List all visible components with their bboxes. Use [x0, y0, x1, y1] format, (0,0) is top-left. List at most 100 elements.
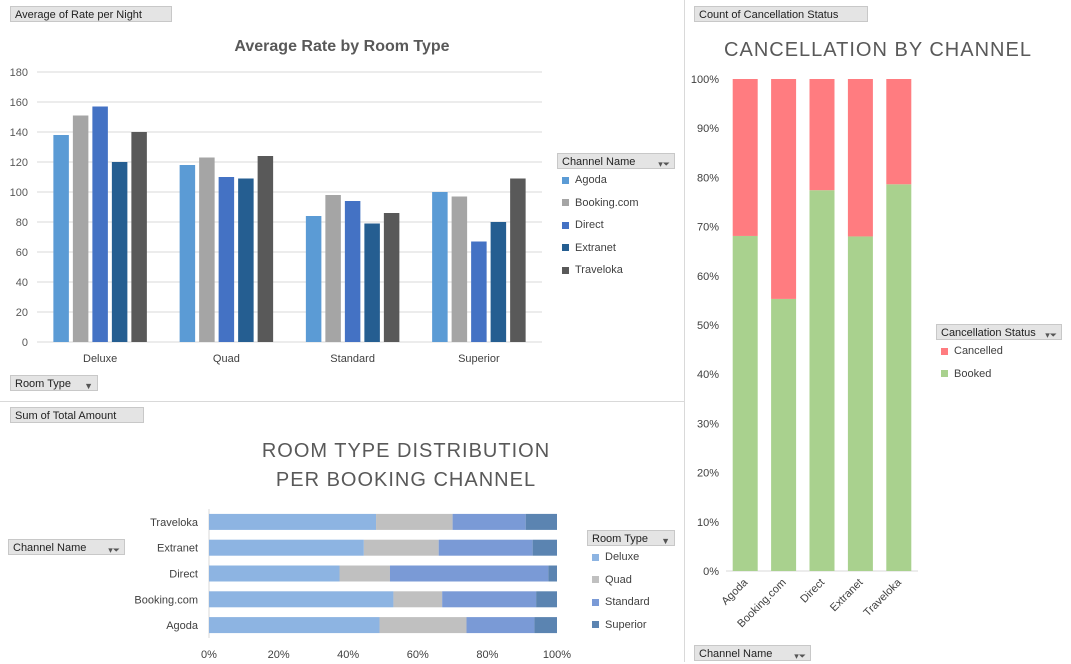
x-tick-label: 0%	[201, 649, 217, 661]
legend-swatch	[562, 176, 569, 184]
y-tick-label: Booking.com	[134, 594, 198, 606]
channel-legend-item: Agoda	[557, 169, 675, 192]
bar	[471, 241, 487, 342]
legend-label: Direct	[575, 219, 604, 232]
axis-filter-label: Channel Name	[699, 648, 773, 660]
y-tick-label: 60%	[697, 271, 719, 283]
bar	[111, 162, 128, 342]
bar-segment	[363, 539, 439, 556]
y-tick-label: 180	[10, 67, 28, 79]
axis-filter-channel-name-right[interactable]: Channel Name ▾⏷	[694, 645, 811, 661]
bar-segment	[209, 617, 380, 634]
bar	[53, 135, 69, 342]
bar	[364, 223, 380, 342]
bar	[383, 213, 400, 342]
y-tick-label: 90%	[697, 123, 719, 135]
y-tick-label: 40%	[697, 369, 719, 381]
filter-icon: ▾⏷	[1045, 330, 1057, 340]
legend-swatch	[592, 598, 599, 606]
vertical-divider	[684, 0, 685, 662]
channel-legend-item: Booking.com	[557, 192, 675, 215]
legend-filter-room-type[interactable]: Room Type ▼	[587, 530, 675, 546]
y-tick-label: Extranet	[157, 543, 198, 555]
bar-segment	[534, 617, 557, 634]
chart-title: CANCELLATION BY CHANNEL	[724, 39, 1032, 61]
legend-label: Agoda	[575, 174, 607, 187]
y-tick-label: 80	[16, 217, 28, 229]
x-tick-label: 80%	[476, 649, 498, 661]
horizontal-divider	[0, 401, 684, 402]
bar-segment	[209, 539, 364, 556]
room-type-legend-item: Superior	[587, 614, 675, 637]
x-tick-label: Superior	[458, 353, 500, 365]
legend-title: Room Type	[592, 533, 649, 545]
value-field-button-cancellation[interactable]: Count of Cancellation Status	[694, 6, 868, 22]
legend-filter-channel-name[interactable]: Channel Name ▾⏷	[557, 153, 675, 169]
cancellation-status-legend-item: Booked	[936, 363, 1062, 386]
value-field-button-rate[interactable]: Average of Rate per Night	[10, 6, 172, 22]
legend-swatch	[562, 266, 569, 274]
distribution-legend: Room Type ▼ Deluxe Quad Standard Superior	[587, 530, 675, 636]
legend-label: Superior	[605, 618, 647, 631]
rate-chart: Average Rate by Room Type 0 20 40 60 80 100 120…	[10, 38, 542, 365]
y-tick-label: 0	[22, 337, 28, 349]
legend-swatch	[941, 347, 948, 355]
bar-segment	[771, 298, 797, 571]
axis-filter-channel-name[interactable]: Channel Name ▾⏷	[8, 539, 125, 555]
bar-segment	[732, 235, 758, 571]
legend-swatch	[941, 370, 948, 378]
bar-segment	[532, 539, 557, 556]
legend-label: Extranet	[575, 241, 616, 254]
axis-filter-label: Channel Name	[13, 542, 87, 554]
y-tick-label: 160	[10, 97, 28, 109]
distribution-chart: ROOM TYPE DISTRIBUTION PER BOOKING CHANNE…	[134, 440, 571, 661]
bar-segment	[536, 591, 557, 608]
bar-segment	[525, 513, 557, 530]
y-tick-label: 20	[16, 307, 28, 319]
legend-label: Standard	[605, 596, 650, 609]
legend-swatch	[592, 576, 599, 584]
bar-segment	[771, 79, 797, 299]
bar-segment	[809, 79, 835, 191]
bar-segment	[847, 79, 873, 237]
cancellation-status-legend-item: Cancelled	[936, 340, 1062, 363]
bar-segment	[548, 565, 557, 582]
bar	[325, 195, 341, 342]
legend-filter-cancellation-status[interactable]: Cancellation Status ▾⏷	[936, 324, 1062, 340]
y-tick-label: Traveloka	[150, 517, 199, 529]
bar	[257, 156, 274, 342]
y-tick-label: 70%	[697, 222, 719, 234]
legend-label: Cancelled	[954, 345, 1003, 358]
dropdown-arrow-icon: ▼	[661, 536, 670, 546]
bar	[218, 177, 235, 342]
x-tick-label: Extranet	[828, 577, 865, 614]
y-tick-label: 140	[10, 127, 28, 139]
x-tick-label: 60%	[407, 649, 429, 661]
y-tick-label: Agoda	[166, 620, 199, 632]
value-field-button-amount[interactable]: Sum of Total Amount	[10, 407, 144, 423]
legend-label: Traveloka	[575, 264, 623, 277]
legend-swatch	[592, 553, 599, 561]
bar-segment	[452, 513, 526, 530]
axis-filter-room-type[interactable]: Room Type ▼	[10, 375, 98, 391]
x-tick-label: 40%	[337, 649, 359, 661]
chart-title-line1: ROOM TYPE DISTRIBUTION	[262, 440, 550, 462]
bar-segment	[438, 539, 533, 556]
legend-swatch	[562, 244, 569, 252]
filter-icon: ▾⏷	[794, 651, 806, 661]
chart-title-line2: PER BOOKING CHANNEL	[276, 469, 536, 491]
filter-icon: ▾⏷	[658, 159, 670, 169]
y-tick-label: 60	[16, 247, 28, 259]
y-tick-label: 50%	[697, 320, 719, 332]
bar-segment	[393, 591, 443, 608]
legend-label: Quad	[605, 573, 632, 586]
y-tick-label: 30%	[697, 418, 719, 430]
dropdown-arrow-icon: ▼	[84, 381, 93, 391]
legend-swatch	[562, 221, 569, 229]
x-tick-label: Deluxe	[83, 353, 117, 365]
y-tick-label: 10%	[697, 517, 719, 529]
x-tick-label: 100%	[543, 649, 571, 661]
y-tick-label: 0%	[703, 566, 719, 578]
bar	[432, 192, 448, 342]
x-tick-label: Quad	[213, 353, 240, 365]
